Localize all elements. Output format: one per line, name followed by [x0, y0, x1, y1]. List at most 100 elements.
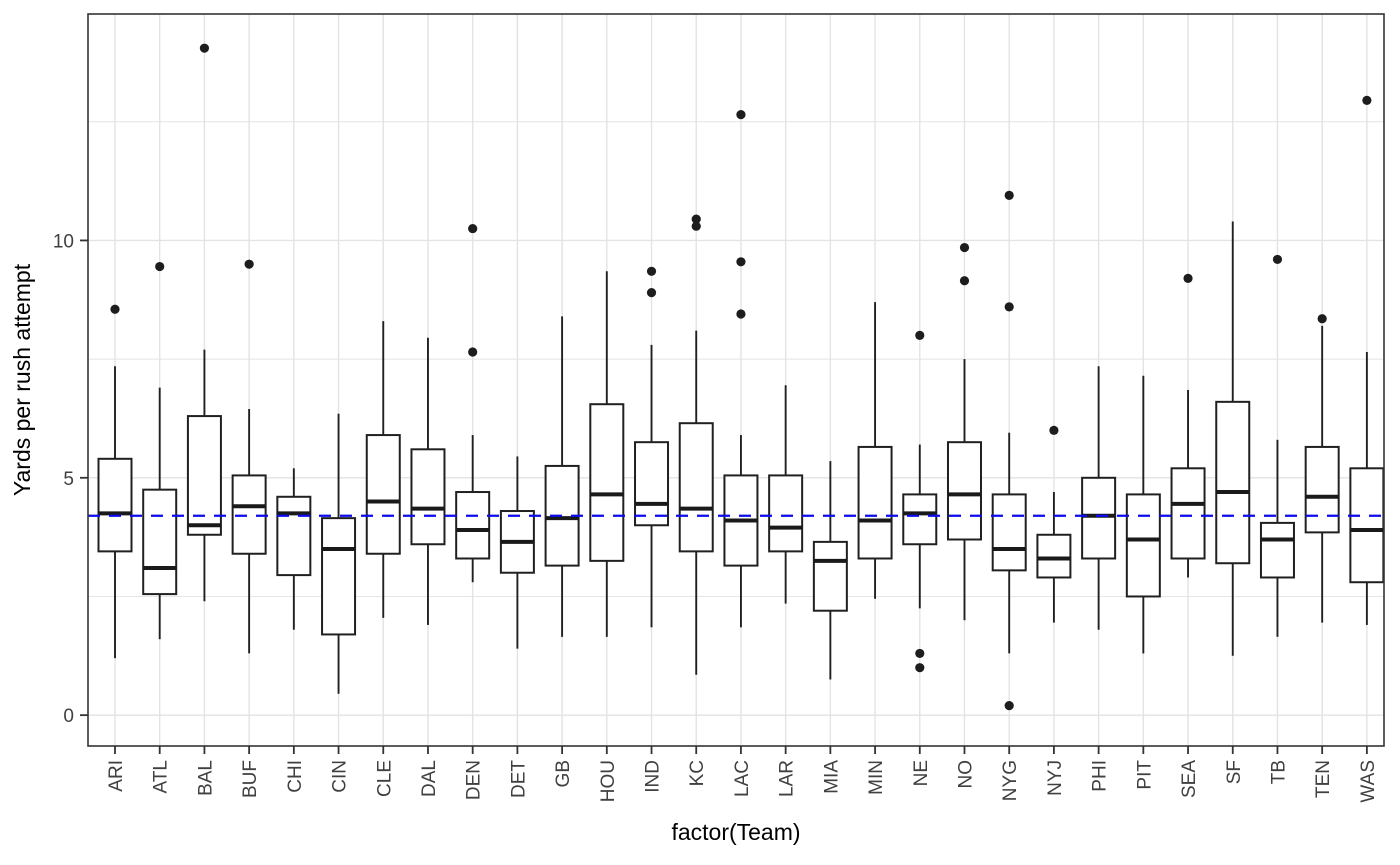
- boxplot-CIN: [321, 413, 357, 694]
- boxplot-HOU: [589, 271, 625, 637]
- iqr-box: [1036, 533, 1072, 579]
- boxplot-TB: [1259, 439, 1295, 637]
- axis-tick-labels: 0 5 10 ARI ATL BAL BUF CHI CIN CLE DAL DEN DET GB HOU I…: [53, 231, 1379, 802]
- iqr-box: [991, 493, 1027, 572]
- outlier-dot-KC: [691, 221, 701, 231]
- boxplot-BUF: [231, 408, 267, 654]
- boxplot-DET: [499, 456, 535, 649]
- outlier-dot-IND: [646, 266, 657, 276]
- boxplot-NO: [946, 359, 982, 621]
- iqr-box: [1081, 476, 1117, 560]
- iqr-box: [902, 493, 938, 546]
- x-axis-title: factor(Team): [671, 819, 800, 845]
- x-tick-label-DAL: DAL: [419, 760, 440, 797]
- outlier-dot-SEA: [1183, 273, 1193, 284]
- boxplot-CHI: [276, 468, 312, 630]
- boxplot-WAS: [1349, 351, 1385, 625]
- outlier-dot-TEN: [1317, 314, 1327, 324]
- x-tick-label-SF: SF: [1224, 760, 1245, 784]
- boxplot-ARI: [97, 366, 133, 659]
- x-tick-label-DET: DET: [508, 760, 529, 798]
- x-tick-label-ATL: ATL: [151, 760, 172, 793]
- outlier-dot-NE: [915, 330, 925, 340]
- boxplot-GB: [544, 316, 580, 637]
- iqr-box: [231, 474, 267, 555]
- iqr-box: [1304, 445, 1340, 534]
- iqr-box: [634, 441, 670, 527]
- x-tick-label-PIT: PIT: [1134, 760, 1155, 790]
- x-tick-label-LAC: LAC: [732, 760, 753, 797]
- iqr-box: [1259, 521, 1295, 579]
- iqr-box: [1125, 493, 1161, 598]
- x-tick-label-NYJ: NYJ: [1045, 760, 1066, 796]
- outlier-dot-NYG: [1004, 190, 1014, 200]
- y-tick-label-0: 0: [63, 706, 74, 727]
- outlier-dot-LAC: [736, 110, 746, 120]
- outlier-dot-NO: [959, 242, 970, 253]
- panel-border-rect: [87, 13, 1385, 747]
- x-tick-label-NYG: NYG: [1000, 760, 1021, 801]
- x-tick-label-WAS: WAS: [1358, 760, 1379, 803]
- iqr-box: [857, 445, 893, 560]
- outlier-dot-NE: [915, 663, 925, 673]
- boxplot-DAL: [410, 337, 446, 625]
- iqr-box: [678, 422, 714, 553]
- x-tick-label-DEN: DEN: [464, 760, 485, 800]
- x-tick-label-KC: KC: [687, 760, 708, 786]
- axis-ticks: [80, 239, 1368, 754]
- iqr-box: [946, 441, 982, 541]
- boxplot-DEN: [455, 435, 491, 583]
- iqr-box: [97, 457, 133, 553]
- y-tick-label-5: 5: [63, 469, 74, 490]
- outlier-dot-LAC: [736, 257, 746, 267]
- x-tick-label-CLE: CLE: [374, 760, 395, 797]
- outlier-dot-DEN: [468, 223, 478, 234]
- outlier-dot-NO: [959, 276, 970, 286]
- outlier-dot-KC: [691, 214, 701, 224]
- outlier-dot-BAL: [199, 43, 210, 53]
- x-tick-label-TB: TB: [1268, 760, 1289, 784]
- y-tick-label-10: 10: [53, 231, 74, 252]
- x-tick-label-BAL: BAL: [195, 760, 216, 796]
- outlier-dot-BUF: [244, 259, 254, 269]
- boxplot-BAL: [186, 349, 222, 602]
- x-tick-label-PHI: PHI: [1090, 760, 1111, 792]
- boxplot-TEN: [1304, 325, 1340, 623]
- iqr-box: [142, 488, 178, 596]
- x-tick-label-NE: NE: [911, 760, 932, 786]
- outlier-dot-ATL: [155, 261, 165, 272]
- outlier-dot-NYG: [1004, 302, 1014, 312]
- x-tick-label-MIA: MIA: [821, 760, 842, 794]
- x-tick-label-BUF: BUF: [240, 760, 261, 798]
- boxplot-SEA: [1170, 389, 1206, 578]
- outlier-dot-NYJ: [1049, 425, 1059, 435]
- boxplot-ATL: [142, 387, 178, 640]
- boxplot-CLE: [365, 321, 401, 618]
- gridlines: [88, 14, 1384, 746]
- boxplot-MIN: [857, 302, 893, 599]
- outlier-dot-LAC: [736, 309, 746, 319]
- outlier-dots: [110, 43, 1372, 711]
- iqr-box: [1215, 400, 1251, 565]
- outlier-dot-NE: [915, 648, 925, 659]
- outlier-dot-NYG: [1004, 701, 1014, 711]
- boxplot-LAC: [723, 435, 759, 628]
- x-tick-label-SEA: SEA: [1179, 760, 1200, 798]
- x-tick-label-LAR: LAR: [777, 760, 798, 797]
- x-tick-label-NO: NO: [955, 760, 976, 789]
- boxplot-IND: [634, 344, 670, 628]
- x-tick-label-TEN: TEN: [1313, 760, 1334, 798]
- iqr-box: [589, 403, 625, 562]
- x-tick-label-GB: GB: [553, 760, 574, 787]
- outlier-dot-DEN: [468, 347, 478, 357]
- iqr-box: [276, 495, 312, 577]
- boxplot-MIA: [812, 461, 848, 680]
- iqr-box: [321, 517, 357, 636]
- boxplot-PHI: [1081, 366, 1117, 630]
- iqr-box: [365, 434, 401, 555]
- outlier-dot-TB: [1272, 254, 1283, 265]
- panel-border: [87, 13, 1385, 747]
- boxplot-SF: [1215, 221, 1251, 656]
